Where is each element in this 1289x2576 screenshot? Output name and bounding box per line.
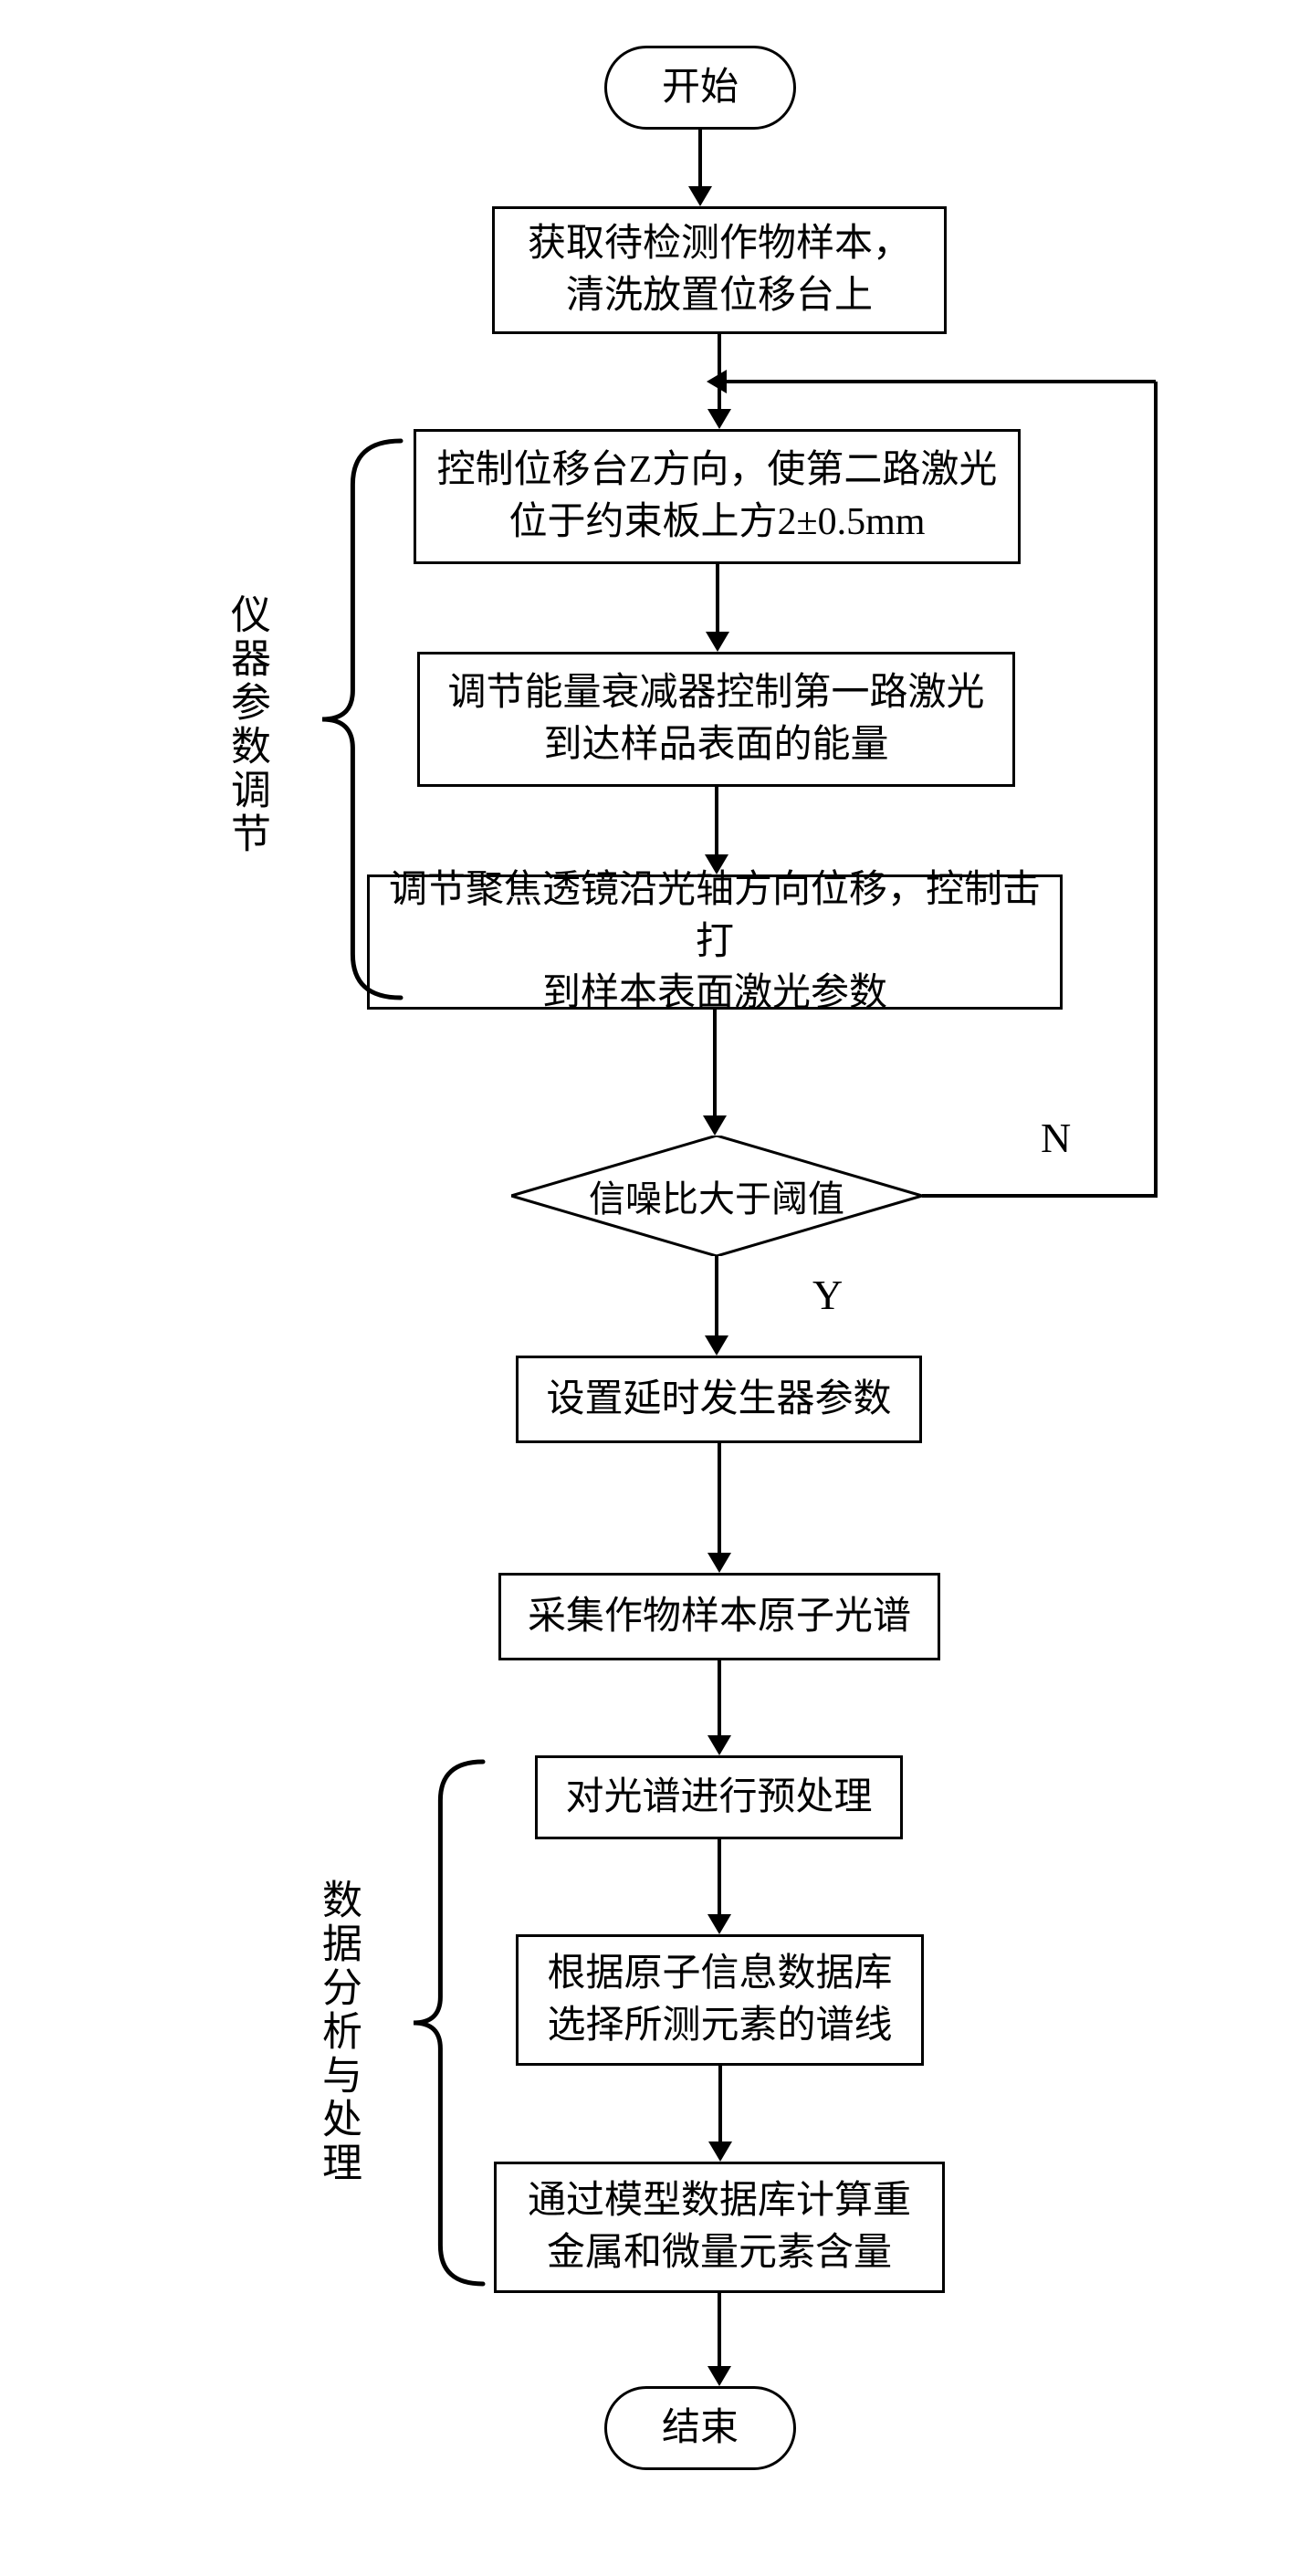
edge-acquire-pre-head	[707, 1735, 731, 1755]
node-calc: 通过模型数据库计算重金属和微量元素含量	[494, 2162, 945, 2293]
branch-label-yes: Y	[812, 1271, 843, 1319]
edge-pre-select	[718, 1839, 721, 1916]
node-get: 获取待检测作物样本，清洗放置位移台上	[492, 206, 947, 334]
side-label-analysis: 数据分析与处理	[309, 1879, 367, 2185]
edge-calc-end-head	[707, 2366, 731, 2386]
edge-start-get	[698, 130, 702, 188]
node-atten: 调节能量衰减器控制第一路激光到达样品表面的能量	[417, 652, 1015, 787]
brace-params	[318, 436, 405, 1002]
edge-get-z-head	[707, 409, 731, 429]
edge-atten-focus	[715, 787, 718, 856]
node-end: 结束	[604, 2386, 796, 2470]
edge-calc-end	[718, 2293, 721, 2368]
node-z: 控制位移台Z方向，使第二路激光位于约束板上方2±0.5mm	[414, 429, 1021, 564]
brace-analysis	[409, 1757, 487, 2288]
edge-acquire-pre	[718, 1660, 721, 1737]
branch-label-no: N	[1041, 1114, 1071, 1162]
edge-select-calc-head	[708, 2141, 732, 2162]
node-start: 开始	[604, 46, 796, 130]
edge-atten-focus-head	[705, 854, 728, 874]
edge-z-atten	[716, 564, 719, 634]
edge-delay-acquire	[718, 1443, 721, 1555]
edge-z-atten-head	[706, 632, 729, 652]
node-dec-label: 信噪比大于阈值	[511, 1136, 922, 1256]
node-focus: 调节聚焦透镜沿光轴方向位移，控制击打到样本表面激光参数	[367, 874, 1063, 1010]
edge-select-calc	[718, 2066, 722, 2143]
edge-dec-delay	[715, 1256, 718, 1337]
node-pre: 对光谱进行预处理	[535, 1755, 903, 1839]
edge-dec-delay-head	[705, 1335, 728, 1356]
edge-focus-dec	[713, 1010, 717, 1117]
edge-start-get-head	[688, 186, 712, 206]
feedback-arrow-head	[707, 370, 727, 393]
side-label-params: 仪器参数调节	[217, 593, 276, 856]
node-delay: 设置延时发生器参数	[516, 1356, 922, 1443]
node-acquire: 采集作物样本原子光谱	[498, 1573, 940, 1660]
edge-delay-acquire-head	[707, 1553, 731, 1573]
node-select: 根据原子信息数据库选择所测元素的谱线	[516, 1934, 924, 2066]
edge-focus-dec-head	[703, 1115, 727, 1136]
node-dec: 信噪比大于阈值	[511, 1136, 922, 1256]
edge-pre-select-head	[707, 1914, 731, 1934]
